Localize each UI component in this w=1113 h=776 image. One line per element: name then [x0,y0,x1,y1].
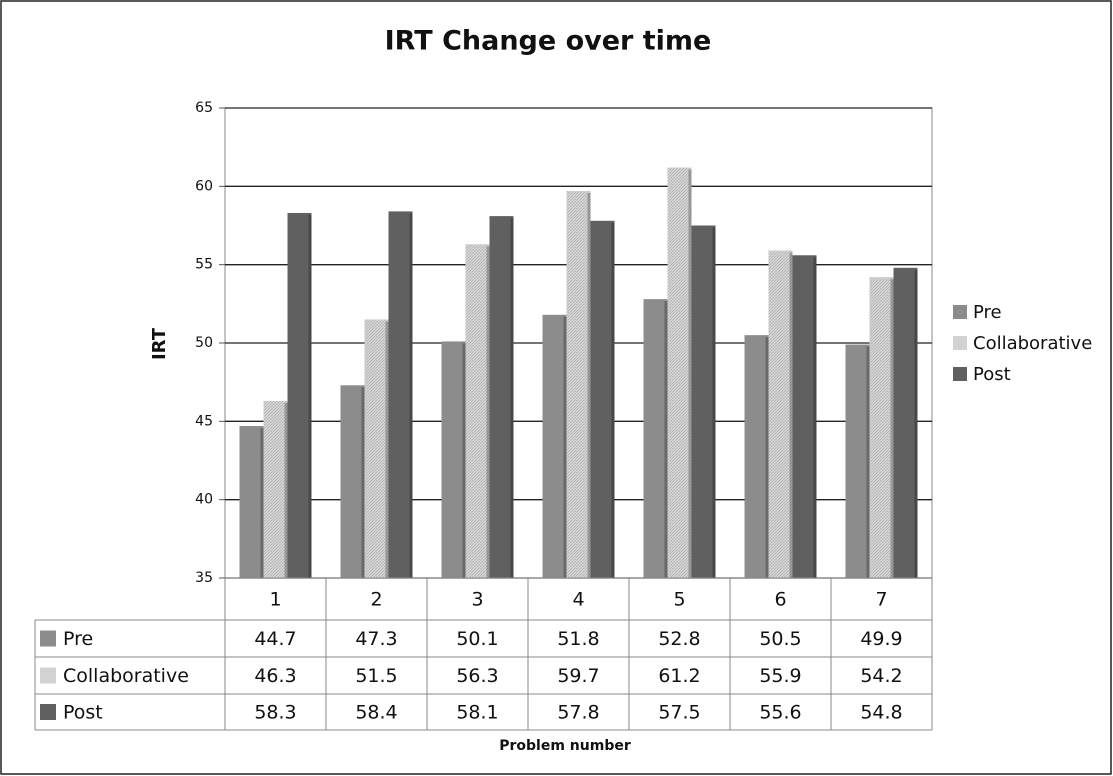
bar [263,400,288,578]
bar-shade [890,279,894,578]
table-cell: 59.7 [557,665,599,687]
x-tick-label: 2 [370,589,382,611]
legend-label: Pre [973,302,1002,323]
bar-shade [260,428,264,578]
x-tick-label: 3 [471,589,483,611]
bar-shade [486,246,490,579]
table-cell: 58.3 [254,702,296,724]
table-cell: 49.9 [860,628,902,650]
bar [893,267,918,578]
bar [643,299,668,578]
x-tick-label: 4 [572,589,584,611]
bar-shade [789,252,793,579]
table-legend-swatch [40,704,56,720]
table-cell: 50.5 [759,628,801,650]
bar-shade [587,193,591,579]
y-tick-label: 65 [195,100,213,116]
bar [768,250,793,579]
table-row-label: Pre [63,628,93,650]
bar-shade [361,387,365,578]
y-tick-label: 45 [195,413,213,429]
table-cell: 61.2 [658,665,700,687]
bar [566,191,591,579]
chart-title: IRT Change over time [385,26,712,57]
bar [590,220,615,579]
bar [239,426,264,578]
table-cell: 51.5 [355,665,397,687]
bar-shade [409,213,413,578]
bar-shade [712,227,716,578]
bar [542,314,567,578]
table-cell: 47.3 [355,628,397,650]
bar [388,211,413,578]
table-cell: 55.6 [759,702,801,724]
x-tick-label: 7 [875,589,887,611]
y-tick-label: 35 [195,570,213,586]
bar-shade [688,169,692,579]
x-axis-label: Problem number [499,738,631,754]
bar [340,385,365,578]
bar-shade [866,346,870,578]
legend-label: Post [973,364,1011,385]
table-cell: 57.5 [658,702,700,724]
bar [287,212,312,578]
bar [489,216,514,578]
bar-shade [563,316,567,578]
x-tick-label: 5 [673,589,685,611]
x-tick-label: 1 [269,589,281,611]
table-cell: 46.3 [254,665,296,687]
table-row-label: Post [63,702,103,724]
x-tick-label: 6 [774,589,786,611]
bar-shade [462,343,466,578]
bar-shade [914,269,918,578]
legend-swatch [953,367,967,381]
bar [364,319,389,578]
table-cell: 52.8 [658,628,700,650]
bar [691,225,716,578]
table-cell: 58.4 [355,702,397,724]
y-tick-label: 50 [195,335,213,351]
table-cell: 58.1 [456,702,498,724]
y-tick-label: 40 [195,492,213,508]
bar-shade [308,214,312,578]
table-cell: 54.2 [860,665,902,687]
legend-swatch [953,336,967,350]
bar [667,167,692,579]
table-row-label: Collaborative [63,665,189,687]
table-cell: 51.8 [557,628,599,650]
table-legend-swatch [40,630,56,647]
table-cell: 57.8 [557,702,599,724]
table-legend-swatch [40,667,56,684]
bar [465,244,490,579]
bar [441,341,466,578]
legend-label: Collaborative [973,333,1092,354]
bar [845,344,870,578]
bar-shade [385,321,389,578]
table-cell: 55.9 [759,665,801,687]
y-tick-label: 60 [195,178,213,194]
bar-shade [765,337,769,578]
bar [869,277,894,578]
bar [744,335,769,578]
table-cell: 44.7 [254,628,296,650]
y-axis-label: IRT [149,327,170,360]
bar-shade [664,301,668,578]
bar-shade [284,402,288,578]
bar-shade [611,222,615,579]
bar [792,255,817,578]
table-cell: 54.8 [860,702,902,724]
table-cell: 50.1 [456,628,498,650]
y-tick-label: 55 [195,257,213,273]
legend-swatch [953,305,967,319]
bar-shade [813,257,817,578]
table-cell: 56.3 [456,665,498,687]
bar-shade [510,218,514,578]
